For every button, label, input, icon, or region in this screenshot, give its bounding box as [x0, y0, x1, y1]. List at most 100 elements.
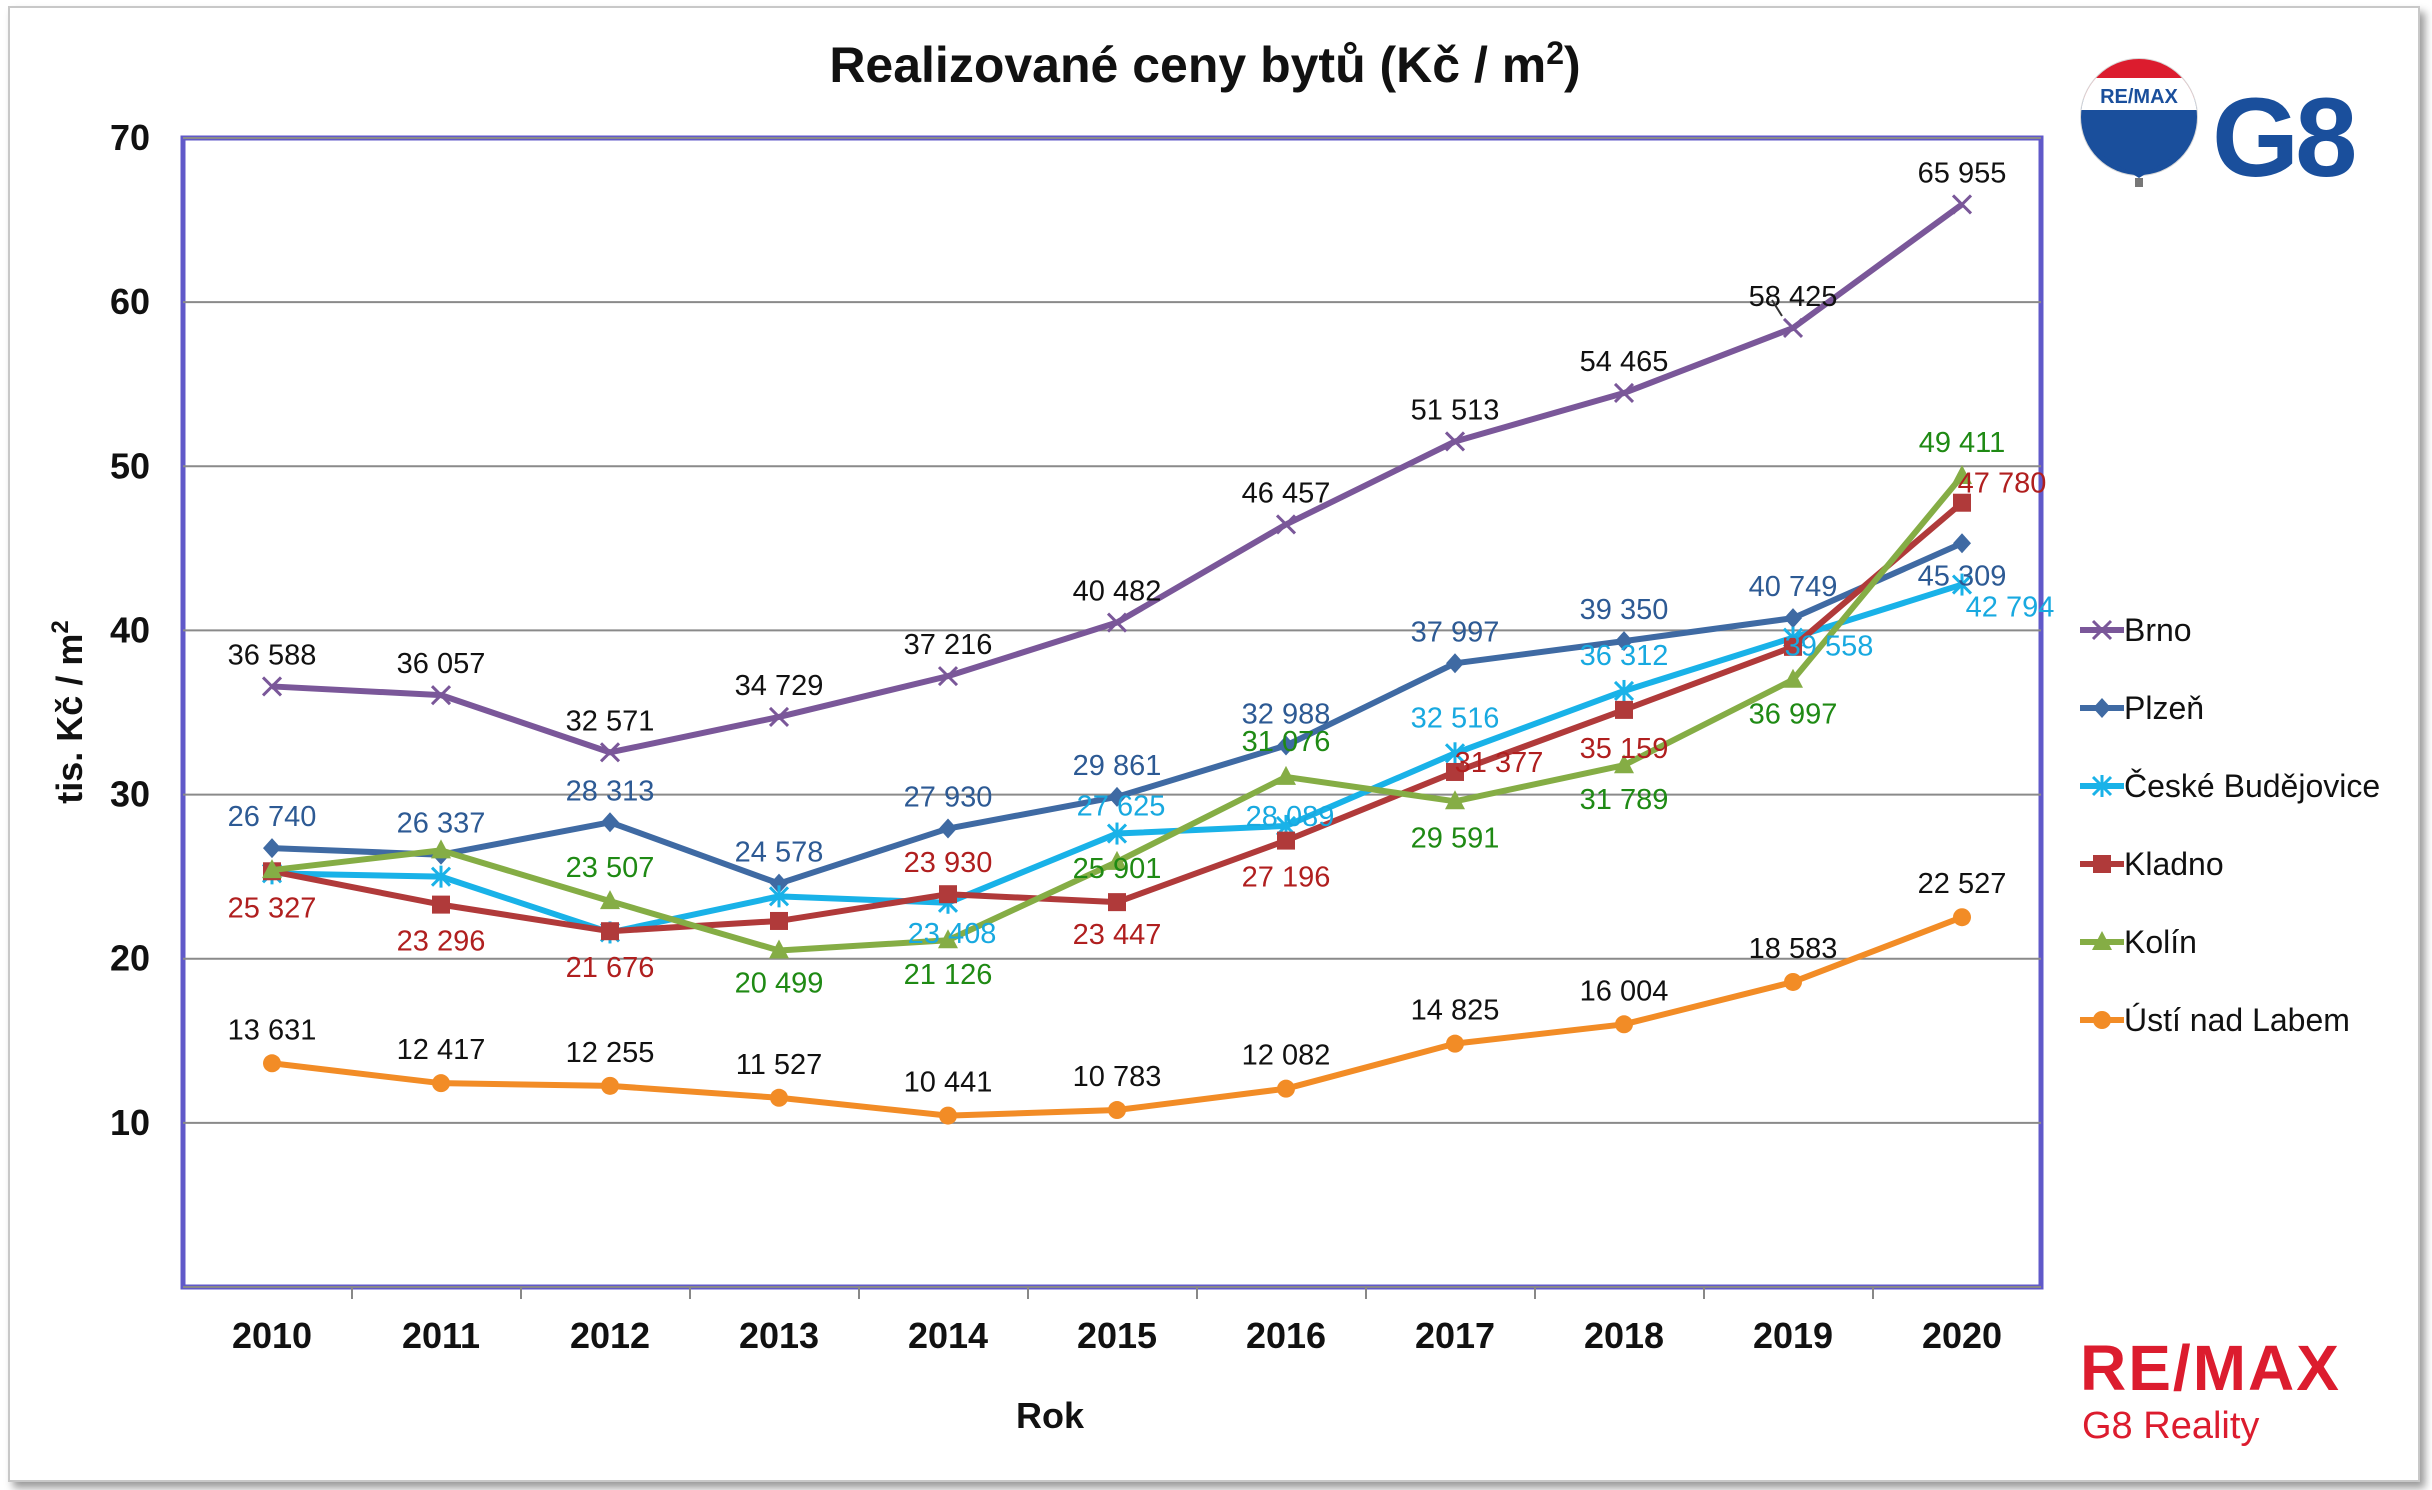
- x-tick-label: 2013: [739, 1315, 819, 1356]
- data-point-marker: [1784, 637, 1802, 656]
- y-tick-label: 70: [110, 117, 150, 158]
- series-1: [263, 533, 1971, 894]
- remax-wordmark: RE/MAX: [2080, 1332, 2341, 1404]
- data-label: 18 583: [1749, 933, 1838, 965]
- data-point-marker: [1108, 1101, 1126, 1120]
- data-label: 11 527: [736, 1049, 823, 1081]
- data-point-marker: [1277, 735, 1295, 756]
- data-point-marker: [770, 911, 788, 930]
- x-tick-label: 2018: [1584, 1315, 1664, 1356]
- data-label: 39 558: [1785, 631, 1874, 663]
- data-point-marker: [768, 885, 790, 908]
- data-point-marker: [1444, 742, 1466, 765]
- data-point-marker: [1615, 1015, 1633, 1034]
- legend: Brno Plzeň České Budějovice Kladno Kolín Ústí…: [2080, 612, 2380, 1038]
- legend-label: Brno: [2124, 612, 2192, 648]
- data-label: 27 930: [904, 782, 993, 814]
- data-point-marker: [1784, 972, 1802, 991]
- data-label: 27 625: [1077, 791, 1166, 823]
- legend-label: České Budějovice: [2124, 768, 2380, 804]
- data-label: 12 255: [566, 1037, 655, 1069]
- data-label: 13 631: [228, 1014, 317, 1046]
- chart-title: Realizované ceny bytů (Kč / m2): [829, 35, 1580, 93]
- data-point-marker: [1446, 762, 1464, 781]
- data-label: 36 997: [1749, 699, 1838, 731]
- data-point-marker: [1446, 653, 1464, 674]
- y-axis-tick-labels: 10 20 30 40 50 60 70: [110, 117, 150, 1143]
- data-label: 29 591: [1411, 822, 1500, 854]
- data-label: 20 499: [735, 968, 824, 1000]
- data-point-marker: [263, 1054, 281, 1073]
- balloon-logo-text: RE/MAX: [2100, 86, 2178, 108]
- data-label: 31 789: [1580, 784, 1669, 816]
- data-point-marker: [1277, 831, 1295, 850]
- data-point-marker: [431, 839, 451, 859]
- legend-item: Ústí nad Labem: [2080, 1002, 2350, 1038]
- data-label: 28 089: [1246, 801, 1335, 833]
- data-label: 40 482: [1073, 576, 1162, 608]
- data-label: 32 988: [1242, 699, 1331, 731]
- data-label: 45 309: [1918, 560, 2007, 592]
- y-tick-label: 10: [110, 1102, 150, 1143]
- data-label: 24 578: [735, 837, 824, 869]
- data-point-marker: [601, 1076, 619, 1095]
- data-label: 35 159: [1580, 733, 1669, 765]
- data-point-marker: [1615, 700, 1633, 719]
- remax-balloon-logo: RE/MAX: [2080, 58, 2198, 187]
- data-point-marker: [432, 895, 450, 914]
- series-0: [261, 194, 1973, 763]
- data-label: 34 729: [735, 670, 824, 702]
- data-point-marker: [770, 873, 788, 894]
- data-label: 28 313: [566, 775, 655, 807]
- data-point-marker: [432, 1074, 450, 1093]
- data-label: 23 447: [1073, 919, 1162, 951]
- legend-item: Plzeň: [2080, 690, 2204, 726]
- data-label: 14 825: [1411, 995, 1500, 1027]
- y-tick-label: 40: [110, 609, 150, 650]
- data-point-marker: [1953, 533, 1971, 554]
- data-point-marker: [600, 890, 620, 910]
- x-axis-title: Rok: [1016, 1395, 1085, 1436]
- data-point-marker: [1614, 754, 1634, 774]
- data-point-marker: [1277, 1079, 1295, 1098]
- data-label: 12 417: [397, 1034, 486, 1066]
- legend-marker: [2093, 698, 2111, 718]
- legend-marker: [2091, 775, 2113, 797]
- data-label: 37 997: [1411, 616, 1500, 648]
- data-point-marker: [1783, 668, 1803, 688]
- data-label: 16 004: [1580, 975, 1669, 1007]
- data-label: 40 749: [1749, 571, 1838, 603]
- data-point-marker: [601, 812, 619, 833]
- y-tick-label: 20: [110, 938, 150, 979]
- data-label: 23 408: [908, 918, 997, 950]
- data-point-marker: [1444, 431, 1466, 452]
- x-tick-label: 2019: [1753, 1315, 1833, 1356]
- legend-marker: [2092, 931, 2112, 950]
- data-point-marker: [770, 1088, 788, 1107]
- data-point-marker: [262, 859, 282, 879]
- data-label: 12 082: [1242, 1040, 1331, 1072]
- x-tick-label: 2015: [1077, 1315, 1157, 1356]
- x-axis-tick-marks: [351, 1287, 1874, 1299]
- x-tick-label: 2014: [908, 1315, 988, 1356]
- data-label: 10 441: [904, 1067, 993, 1099]
- legend-label: Kladno: [2124, 846, 2224, 882]
- data-point-marker: [1953, 908, 1971, 927]
- data-label: 10 783: [1073, 1061, 1162, 1093]
- data-point-marker: [261, 676, 283, 697]
- data-label: 49 411: [1919, 427, 2006, 459]
- data-point-marker: [1615, 631, 1633, 652]
- data-point-marker: [939, 1106, 957, 1125]
- data-point-marker: [1613, 382, 1635, 404]
- data-label: 58 425: [1749, 281, 1838, 313]
- data-point-marker: [1613, 679, 1635, 702]
- legend-item: Brno: [2080, 612, 2192, 648]
- legend-marker: [2091, 619, 2113, 641]
- data-label: 26 740: [228, 801, 317, 833]
- data-point-marker: [939, 818, 957, 839]
- data-label: 25 327: [228, 892, 317, 924]
- data-point-marker: [768, 706, 790, 728]
- data-point-marker: [263, 838, 281, 859]
- data-label: 36 057: [397, 648, 486, 680]
